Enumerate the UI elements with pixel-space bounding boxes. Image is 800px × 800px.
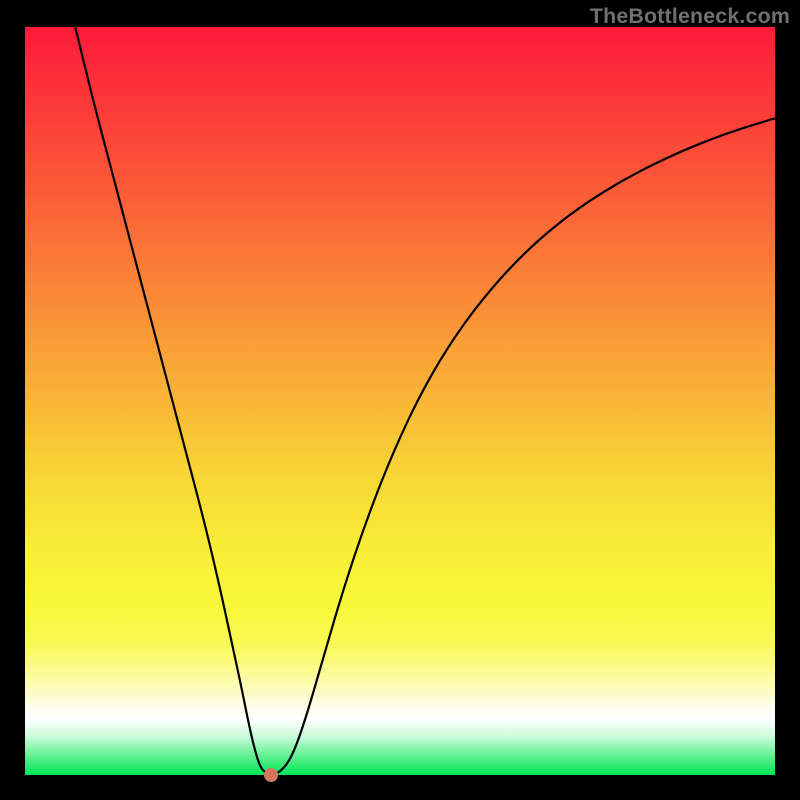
- gradient-background: [25, 27, 775, 775]
- bottleneck-chart: [0, 0, 800, 800]
- minimum-marker: [264, 768, 278, 782]
- chart-frame: TheBottleneck.com: [0, 0, 800, 800]
